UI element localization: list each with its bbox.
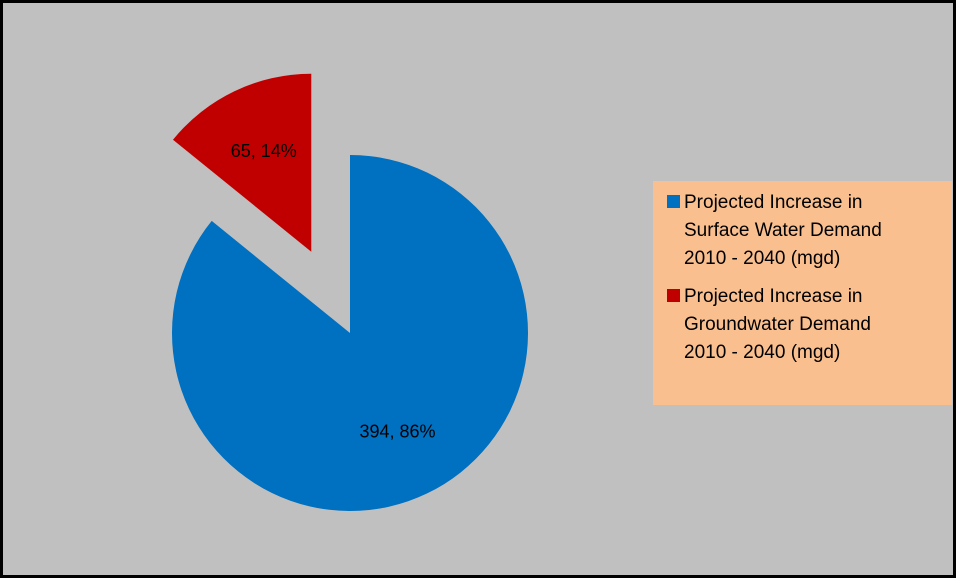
pie-slice [171,155,528,511]
data-label: 394, 86% [359,421,435,441]
legend-label: Projected Increase in Groundwater Demand… [684,286,871,363]
legend-swatch [667,289,680,302]
data-label: 65, 14% [231,141,297,161]
legend-entry: Projected Increase in Groundwater Demand… [667,283,952,367]
legend-entry: Projected Increase in Surface Water Dema… [667,189,952,273]
legend-label: Projected Increase in Surface Water Dema… [684,192,882,269]
legend: Projected Increase in Surface Water Dema… [653,181,952,405]
pie-slice [172,73,312,252]
legend-swatch [667,195,680,208]
